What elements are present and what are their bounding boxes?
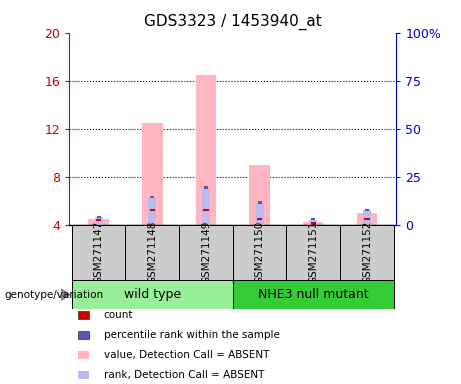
- Text: genotype/variation: genotype/variation: [5, 290, 104, 300]
- Bar: [202, 189, 210, 225]
- Bar: [125, 225, 179, 280]
- Bar: [340, 225, 394, 280]
- Bar: [311, 222, 316, 225]
- Bar: [95, 217, 103, 225]
- Bar: [233, 225, 286, 280]
- Bar: [233, 280, 394, 309]
- Text: rank, Detection Call = ABSENT: rank, Detection Call = ABSENT: [104, 370, 264, 380]
- Bar: [196, 74, 216, 225]
- Bar: [357, 213, 377, 225]
- Bar: [142, 122, 163, 225]
- Bar: [150, 196, 154, 198]
- Bar: [365, 209, 369, 211]
- Bar: [309, 220, 317, 225]
- Text: GSM271152: GSM271152: [362, 221, 372, 284]
- Bar: [286, 225, 340, 280]
- Text: GSM271149: GSM271149: [201, 221, 211, 284]
- Bar: [258, 201, 261, 204]
- Text: GSM271151: GSM271151: [308, 221, 318, 284]
- Text: GSM271147: GSM271147: [94, 221, 104, 284]
- Bar: [89, 218, 109, 225]
- Bar: [148, 198, 156, 225]
- Text: wild type: wild type: [124, 288, 181, 301]
- Bar: [96, 219, 101, 221]
- Text: GSM271150: GSM271150: [254, 221, 265, 284]
- Bar: [72, 280, 233, 309]
- Text: percentile rank within the sample: percentile rank within the sample: [104, 330, 280, 340]
- Bar: [150, 209, 155, 211]
- Bar: [257, 218, 262, 220]
- Bar: [204, 186, 208, 189]
- Text: NHE3 null mutant: NHE3 null mutant: [258, 288, 369, 301]
- Polygon shape: [61, 289, 70, 300]
- Bar: [312, 218, 315, 220]
- Text: GSM271148: GSM271148: [148, 221, 157, 284]
- Bar: [72, 225, 125, 280]
- Bar: [203, 209, 209, 211]
- Bar: [363, 210, 371, 225]
- Text: count: count: [104, 310, 133, 320]
- Title: GDS3323 / 1453940_at: GDS3323 / 1453940_at: [144, 14, 322, 30]
- Bar: [249, 165, 270, 225]
- Bar: [179, 225, 233, 280]
- Bar: [97, 216, 100, 218]
- Bar: [303, 222, 324, 225]
- Bar: [255, 203, 264, 225]
- Text: value, Detection Call = ABSENT: value, Detection Call = ABSENT: [104, 350, 269, 360]
- Bar: [364, 218, 370, 220]
